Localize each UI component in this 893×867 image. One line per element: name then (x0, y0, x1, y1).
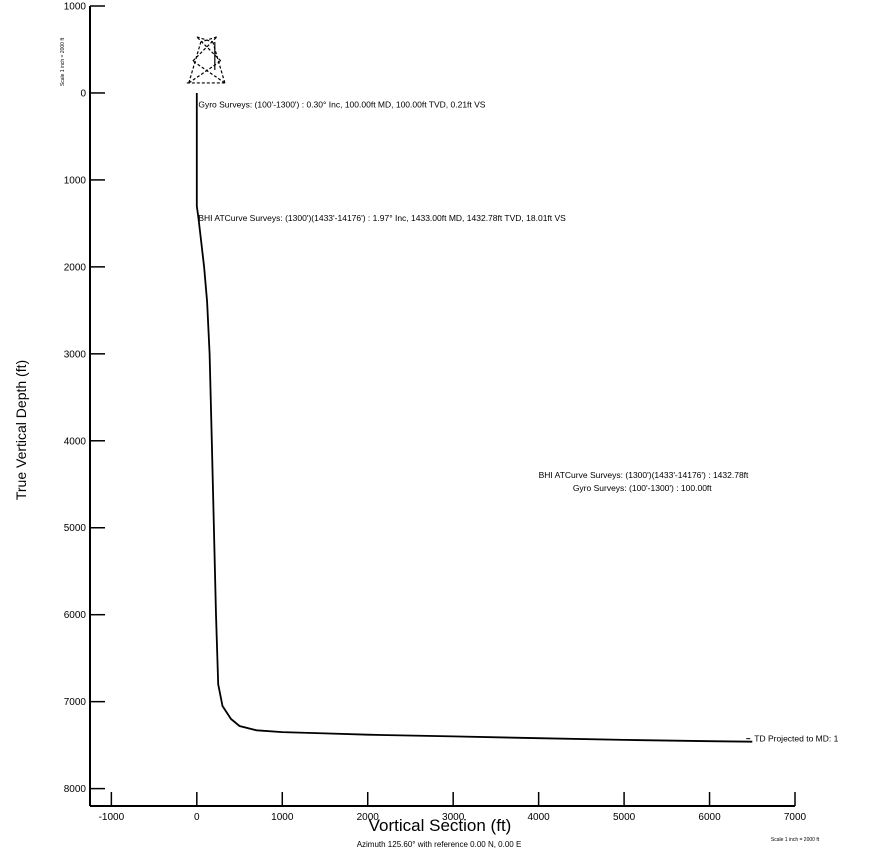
y-tick-label: 0 (80, 88, 86, 99)
y-tick-label: 8000 (64, 784, 87, 795)
y-tick-label: 7000 (64, 697, 87, 708)
x-tick-label: 1000 (271, 812, 294, 823)
x-axis-ticks: -1000 0 1000 2000 3000 4000 5000 6000 7000 (99, 792, 807, 823)
y-tick-label: 5000 (64, 523, 87, 534)
rig-strut (188, 60, 222, 84)
x-tick-label: 5000 (613, 812, 636, 823)
rig-strut (192, 60, 226, 84)
x-tick-label: -1000 (99, 812, 125, 823)
y-tick-label: 1000 (64, 175, 87, 186)
rig-strut (200, 36, 217, 43)
annotation-label: BHI ATCurve Surveys: (1300')(1433'-14176… (198, 213, 566, 223)
x-tick-label: 7000 (784, 812, 807, 823)
y-tick-label: 1000 (64, 2, 87, 13)
chart-subtitle: Azimuth 125.60° with reference 0.00 N, 0… (357, 840, 522, 849)
rig-strut (196, 36, 222, 62)
y-tick-label: 2000 (64, 262, 87, 273)
rig-strut (192, 36, 218, 62)
x-scale-note: Scale 1 inch = 2000 ft (771, 837, 820, 843)
x-tick-label: 2000 (357, 812, 380, 823)
x-tick-label: 4000 (528, 812, 551, 823)
y-axis-title: True Vertical Depth (ft) (13, 360, 29, 500)
annotation-label: Gyro Surveys: (100'-1300') : 100.00ft (573, 483, 712, 493)
x-tick-label: 6000 (698, 812, 721, 823)
x-tick-label: 0 (194, 812, 200, 823)
y-tick-label: 6000 (64, 610, 87, 621)
annotation-label: TD Projected to MD: 1 (754, 734, 838, 744)
y-scale-note: Scale 1 inch = 2000 ft (60, 37, 66, 86)
y-tick-label: 3000 (64, 349, 87, 360)
x-tick-label: 3000 (442, 812, 465, 823)
annotation-label: Gyro Surveys: (100'-1300') : 0.30° Inc, … (198, 100, 485, 110)
annotations: Gyro Surveys: (100'-1300') : 0.30° Inc, … (198, 100, 838, 744)
x-axis-title: Vortical Section (ft) (369, 816, 512, 835)
drilling-rig-icon (186, 36, 227, 84)
y-tick-label: 4000 (64, 436, 87, 447)
series-line-well-path (195, 93, 753, 743)
rig-strut (196, 36, 213, 43)
annotation-label: BHI ATCurve Surveys: (1300')(1433'-14176… (539, 470, 749, 480)
y-axis-ticks: 1000 0 1000 2000 3000 4000 5000 6000 7000 8000 (64, 2, 105, 795)
